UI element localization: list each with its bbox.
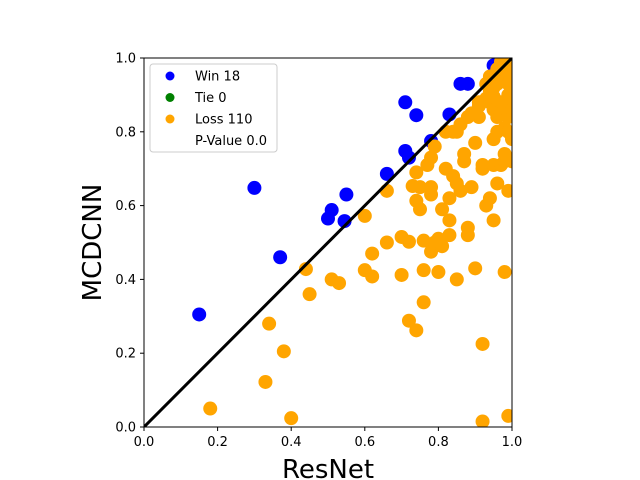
data-point-s2-3 [276,344,291,359]
diagonal-line [144,58,512,427]
data-point-s2-93 [505,154,512,169]
x-tick-label: 0.2 [207,435,228,450]
y-tick-label: 0.0 [115,421,136,436]
data-point-s2-55 [468,261,483,276]
legend-marker [165,93,175,102]
data-point-s2-5 [298,262,313,277]
data-point-s2-59 [475,161,490,176]
data-point-s2-4 [284,411,299,426]
data-point-s2-47 [453,183,468,198]
diagonal-layer [144,58,512,427]
data-point-s2-53 [464,180,479,195]
points-layer [192,58,512,427]
y-tick-label: 0.4 [115,273,136,288]
data-point-s2-92 [505,102,512,117]
data-point-s2-36 [435,202,450,217]
data-point-s0-4 [324,203,339,218]
legend-label: Loss 110 [195,113,252,128]
data-point-s2-52 [460,228,475,243]
data-point-s2-34 [431,265,446,280]
plot-frame [143,57,513,428]
legend-label: Win 18 [195,70,240,85]
y-axis-label: MCDCNN [78,184,108,302]
data-point-s2-31 [424,180,439,195]
data-point-s2-64 [482,191,497,206]
data-point-s0-6 [339,187,354,202]
data-point-s0-1 [247,180,262,195]
data-point-s2-60 [475,336,490,351]
data-point-s2-109 [505,69,512,84]
data-point-s2-25 [416,233,431,248]
legend-box [149,63,278,153]
data-point-s2-22 [409,165,424,180]
data-point-s2-20 [409,323,424,338]
data-point-s2-24 [413,180,427,195]
data-point-s2-18 [401,313,416,328]
x-tick-label: 0.4 [281,435,302,450]
data-point-s2-40 [442,213,457,228]
data-point-s0-10 [401,150,416,165]
legend-marker [165,71,175,81]
legend: Win 18 Tie 0 Loss 110 P-Value 0.0 [149,63,278,153]
data-point-s2-80 [497,265,512,280]
data-point-s2-49 [457,146,472,161]
data-point-s2-23 [413,202,427,217]
data-point-s2-61 [475,414,490,427]
x-tick-label: 1.0 [502,435,523,450]
data-point-s0-2 [273,250,288,265]
y-tick-label: 0.2 [115,347,136,362]
data-point-s0-0 [192,307,207,322]
data-point-s2-0 [203,401,218,416]
data-point-s2-44 [449,272,464,287]
data-point-s0-15 [460,76,475,91]
data-point-s2-101 [453,117,468,132]
data-point-s2-16 [394,267,409,282]
data-point-s2-1 [262,316,277,331]
x-tick-label: 0.6 [354,435,375,450]
data-point-s2-2 [258,374,273,389]
data-point-s2-6 [302,287,317,302]
data-point-s2-37 [435,239,450,254]
data-point-s2-12 [365,246,380,261]
data-point-s0-7 [379,166,394,181]
data-point-s2-14 [379,235,394,250]
data-point-s2-26 [416,263,431,278]
data-point-s2-108 [486,80,501,95]
legend-marker [165,114,175,124]
data-point-s2-11 [365,269,380,284]
data-point-s0-5 [337,214,352,229]
data-point-s2-102 [438,124,453,139]
data-point-s2-72 [490,176,505,191]
data-point-s2-9 [357,208,372,223]
data-point-s2-27 [416,295,431,310]
legend-label: Tie 0 [194,91,227,106]
data-point-s0-11 [409,108,424,123]
data-point-s2-103 [427,139,442,154]
x-axis-label: ResNet [282,455,374,480]
data-point-s2-107 [471,95,486,110]
data-point-s2-39 [442,228,457,243]
data-point-s2-29 [424,150,439,165]
data-point-s2-13 [379,183,394,198]
x-tick-label: 0.0 [134,435,155,450]
y-tick-label: 1.0 [115,52,136,67]
data-point-s2-100 [464,106,479,121]
data-point-s2-8 [332,276,347,291]
data-point-s2-41 [442,191,457,206]
data-point-s2-17 [401,234,416,249]
x-tick-label: 0.8 [428,435,449,450]
y-tick-label: 0.6 [115,199,136,214]
data-point-s2-54 [468,135,483,150]
legend-label: P-Value 0.0 [195,134,267,149]
data-point-s0-8 [398,95,413,110]
axis-ticks: 0.0 0.2 0.4 0.6 0.8 1.0 0.0 0.2 0.4 0.6 0.8 1.0 [115,52,522,451]
data-point-s2-94 [505,132,512,147]
data-point-s2-86 [501,408,512,423]
y-tick-label: 0.8 [115,125,136,140]
data-point-s2-69 [486,213,501,228]
data-point-s2-87 [501,183,512,198]
